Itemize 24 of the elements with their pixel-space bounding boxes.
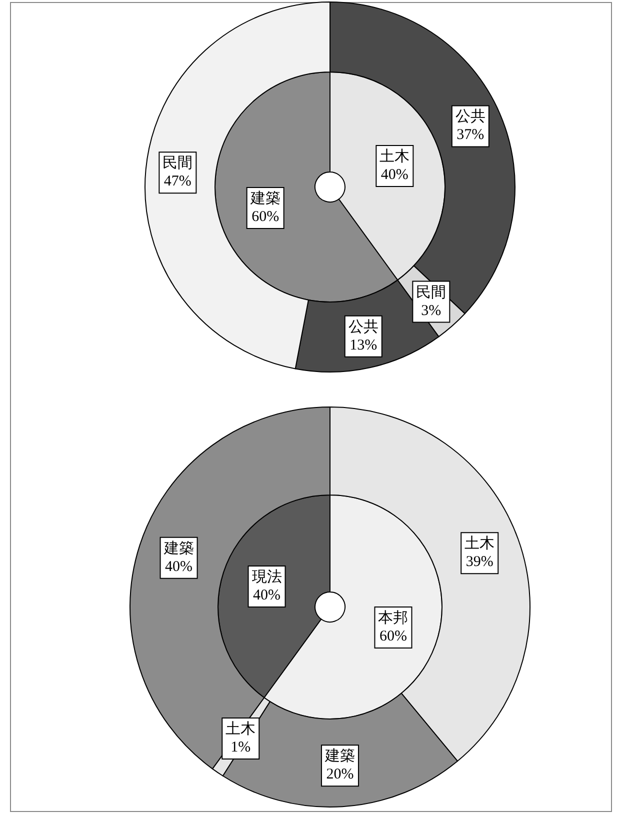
slice-label: 本邦	[378, 610, 408, 627]
slice-label: 民間	[416, 284, 446, 301]
data-label: 13%	[350, 337, 378, 354]
slice-label: 公共	[348, 318, 378, 336]
slice-label: 建築	[249, 190, 280, 208]
slice-label: 建築	[162, 540, 194, 557]
data-label: 40%	[380, 166, 408, 183]
slice-label: 公共	[455, 108, 486, 126]
data-label: 60%	[379, 628, 407, 645]
data-label: 3%	[421, 302, 442, 319]
slice-label: 土木	[380, 148, 410, 165]
slice-label: 土木	[226, 720, 256, 738]
data-label: 39%	[466, 554, 494, 570]
data-label: 47%	[164, 174, 192, 190]
data-label: 40%	[253, 587, 281, 604]
data-label: 37%	[456, 127, 484, 144]
data-label: 1%	[230, 740, 251, 756]
slice-label: 建築	[324, 748, 355, 765]
slice-label: 土木	[464, 535, 495, 552]
slice-label: 民間	[162, 156, 193, 172]
data-label: 40%	[165, 558, 193, 575]
data-label: 20%	[326, 766, 354, 783]
slice-label: 現法	[252, 568, 282, 586]
data-label: 60%	[252, 209, 280, 226]
